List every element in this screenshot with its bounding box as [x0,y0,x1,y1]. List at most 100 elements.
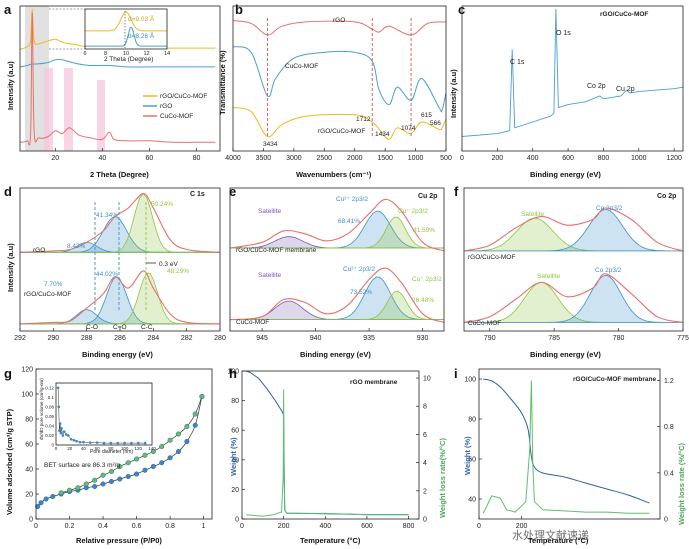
bet-inset-tick: 20 [67,446,73,451]
ftir-x-tick-label: 3000 [286,155,302,162]
peak-co2p: Co 2p [587,83,606,90]
bet-inset-tick: 0.08 [45,404,54,409]
tga-rgo-y-tick-label: 100 [227,369,239,376]
bet-y-tick-label: 0 [29,517,33,524]
legend-label: rGO/CuCo-MOF [160,93,207,100]
cu2p-x-tick-label: 930 [417,335,429,342]
bet-xlabel: Relative pressure (P/P0) [76,536,162,545]
panel-letter-h: h [229,366,237,381]
c1s-bond-label: C-C [141,324,153,331]
bet-inset-tick: 0.02 [45,433,54,438]
bet-point [159,460,165,466]
bet-x-tick-label: 1 [202,523,206,530]
c1s-bond-label: C=O [113,324,127,331]
inset-tick-label: 10 [123,51,129,57]
bet-inset-tick: 0 [51,443,54,448]
peak-cu2p: Cu 2p [616,86,635,93]
bet-inset-frame [55,382,153,446]
bet-inset-point [136,441,140,445]
bet-inset-tick: 0.1 [48,395,55,400]
bet-inset-point [69,437,73,441]
cu2p-peak-label: Cu²⁺ 2p3/2 [343,266,375,273]
cu2p-satellite: Satellite [258,208,282,215]
bet-inset-ylabel: dV/dD pore volume (cm³/g·nm) [39,378,44,440]
ftir-ylabel: Transmittance (%) [218,50,227,115]
bet-point [142,467,148,473]
xps-survey-x-tick-label: 600 [562,155,574,162]
bet-inset-point [82,440,85,444]
c1s-series-group [19,193,221,325]
bet-inset-point [67,434,70,437]
bet-point [100,481,106,487]
ftir-peak-1434: 1434 [375,131,390,138]
bet-inset-tick: 0.04 [45,423,54,428]
c1s-pct: 8.42% [67,243,86,250]
tga-rgo-y-tick-label: 60 [231,428,239,435]
bet-inset-point [72,438,76,442]
co2p-satellite-peak [464,281,683,323]
tga-rgo-x-tick-label: 400 [319,523,331,530]
bet-point [50,494,56,500]
xrd-inset-series [84,11,167,47]
bet-x-tick-label: 0.2 [65,523,75,530]
tga-composite-title: rGO/CuCo-MOF membrane [573,376,656,383]
bet-inset-point [75,439,78,443]
cu2p-pct: 73.52% [350,289,372,296]
tga-composite-frame [478,368,661,520]
bet-point [150,449,156,455]
co2p-label-mof: CuCo-MOF [468,320,501,327]
bet-inset-point [62,430,66,433]
bet-point [83,481,89,487]
c1s-ylabel: Intensity (a.u) [6,243,15,292]
bet-point [192,422,198,428]
xrd-plot-frame [19,5,221,152]
cu2p-pct: 26.48% [412,297,434,304]
bet-isotherm-series [35,394,205,510]
c1s-envelope [19,270,221,325]
cu2p-pct: 68.41% [338,218,360,225]
panel-letter-i: i [454,366,458,381]
bet-point [100,472,106,478]
bet-point [108,479,114,485]
inset-series-line [85,11,167,32]
xrd-highlight-band [64,68,73,151]
bet-inset-tick: 0.06 [45,414,54,419]
bet-point [184,439,190,445]
ftir-peak-1712: 1712 [356,116,371,123]
xrd-highlight-band [97,80,105,151]
inset-tick-label: 14 [164,51,170,57]
cu2p-cu1-peak [230,216,444,249]
panel-letter-a: a [4,2,12,17]
bet-inset: 0 20 40 60 80 100 120 140 0 0.02 0.04 0.06 0.08 0.1 0.… [45,385,156,451]
bet-point [150,464,156,470]
cu2p-x-tick-label: 945 [256,335,268,342]
xps-survey-x-ticks: 0 200 400 600 800 1000 1200 [460,148,682,162]
c1s-xlabel: Binding energy (eV) [82,350,153,359]
tga-rgo-x-tick-label: 600 [361,523,373,530]
tga-rgo-y2-tick-label: 0 [423,517,427,524]
panel-letter-d: d [4,184,12,199]
ftir-peak-lines [266,18,412,138]
c1s-envelope [19,193,221,253]
bet-ticks: 0 0.2 0.4 0.6 0.8 1 0 20 40 60 80 100 120 [21,367,205,531]
ftir-label-rgo-cuco: rGO/CuCo-MOF [318,128,365,135]
panel-letter-f: f [454,184,459,199]
c1s-peak-coo [20,216,220,253]
inset-series-line [84,26,167,47]
bet-inset-point [116,441,120,445]
cu2p-frame [229,187,445,332]
bet-point [108,469,114,475]
c1s-pct: 50.24% [151,201,173,208]
tga-rgo-ticks: 0 200 400 600 800 0 20 40 60 80 100 0 2 4 6 8 10 [227,369,431,531]
xps-survey-x-tick-label: 200 [492,155,504,162]
c1s-pct: 48.29% [167,268,189,275]
panel-letter-g: g [4,366,12,381]
tga-composite-xlabel: Temperature (°C) [528,536,589,545]
co2p-main-peak [464,209,683,252]
bet-inset-point [95,441,99,444]
bet-inset-tick: 80 [108,446,114,451]
xrd-series-line [19,12,216,146]
tga-rgo-y2-tick-label: 4 [423,460,427,467]
co2p-envelope [463,273,684,323]
xrd-x-tick-label: 80 [193,155,201,162]
